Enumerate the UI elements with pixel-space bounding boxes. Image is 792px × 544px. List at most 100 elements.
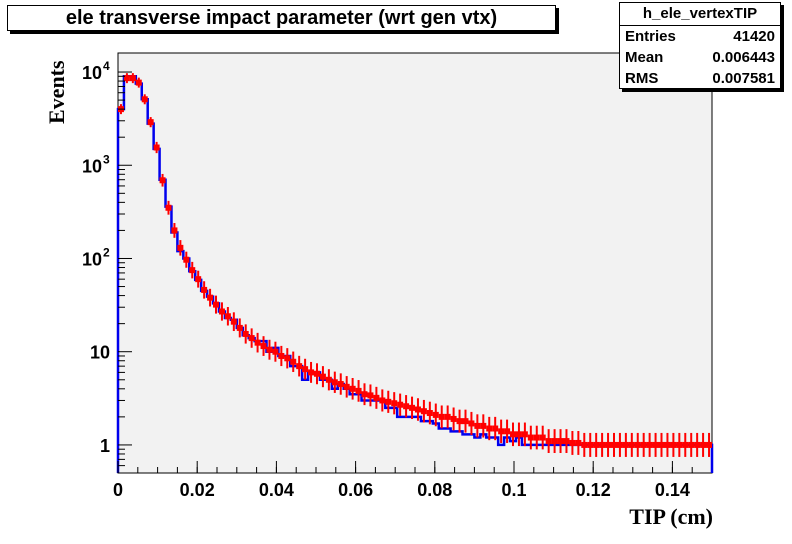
data-point — [165, 200, 172, 215]
marker — [444, 413, 451, 420]
y-tick-exponent: 4 — [103, 59, 110, 73]
marker — [510, 431, 517, 438]
data-point — [260, 336, 267, 356]
stats-label: Entries — [625, 28, 676, 45]
data-point — [539, 425, 546, 450]
stats-row-mean: Mean 0.006443 — [620, 47, 780, 68]
data-point — [213, 295, 220, 314]
data-point — [498, 419, 505, 444]
data-point — [296, 355, 303, 377]
marker — [688, 441, 695, 448]
data-point — [444, 405, 451, 429]
data-point — [462, 409, 469, 433]
marker — [391, 400, 398, 407]
marker — [331, 379, 338, 386]
marker — [355, 387, 362, 394]
marker — [456, 418, 463, 425]
stats-value: 0.007581 — [712, 70, 775, 87]
data-point — [266, 339, 273, 360]
data-point — [123, 73, 130, 84]
marker — [545, 438, 552, 445]
data-point — [486, 416, 493, 441]
data-point — [224, 307, 231, 326]
data-point — [682, 432, 689, 457]
marker — [634, 441, 641, 448]
data-point — [456, 409, 463, 433]
stats-row-rms: RMS 0.007581 — [620, 68, 780, 89]
marker — [177, 244, 184, 251]
x-tick-label: 0.14 — [655, 480, 690, 500]
data-point — [290, 351, 297, 372]
data-point — [640, 432, 647, 457]
marker — [563, 438, 570, 445]
data-point — [616, 432, 623, 457]
data-point — [438, 405, 445, 429]
data-point — [474, 414, 481, 438]
data-point — [605, 432, 612, 457]
marker — [319, 373, 326, 380]
marker — [313, 370, 320, 377]
marker — [640, 441, 647, 448]
marker — [272, 348, 279, 355]
marker — [254, 339, 261, 346]
data-point — [343, 376, 350, 398]
marker — [498, 428, 505, 435]
marker — [230, 318, 237, 325]
data-point — [355, 380, 362, 402]
data-point — [201, 281, 208, 299]
marker — [171, 227, 178, 234]
marker — [682, 441, 689, 448]
marker — [135, 79, 142, 86]
data-point — [302, 358, 309, 380]
marker — [575, 439, 582, 446]
data-point — [622, 432, 629, 457]
data-point — [545, 429, 552, 453]
data-point — [599, 432, 606, 457]
data-point — [331, 371, 338, 393]
marker — [260, 343, 267, 350]
data-point — [337, 373, 344, 395]
data-point — [171, 223, 178, 238]
marker — [616, 441, 623, 448]
marker — [385, 398, 392, 405]
x-axis-title: TIP (cm) — [629, 504, 713, 529]
data-point — [379, 389, 386, 412]
stats-label: RMS — [625, 70, 659, 87]
data-point — [373, 386, 380, 409]
data-point — [504, 419, 511, 444]
data-point — [527, 425, 534, 450]
marker — [284, 355, 291, 362]
data-point — [676, 432, 683, 457]
data-point — [670, 432, 677, 457]
data-point — [189, 261, 196, 279]
data-point — [272, 341, 279, 362]
marker — [218, 308, 225, 315]
marker — [379, 397, 386, 404]
data-point — [420, 399, 427, 423]
marker — [409, 404, 416, 411]
marker — [551, 438, 558, 445]
marker — [622, 441, 629, 448]
data-point — [319, 366, 326, 388]
marker — [213, 301, 220, 308]
data-point — [450, 407, 457, 431]
x-tick-label: 0 — [113, 480, 123, 500]
data-point — [521, 422, 528, 447]
data-point — [159, 173, 166, 187]
data-point — [646, 432, 653, 457]
marker — [450, 415, 457, 422]
data-point — [183, 251, 190, 268]
data-point — [141, 94, 148, 105]
data-point — [610, 432, 617, 457]
marker — [438, 413, 445, 420]
y-tick-label: 10 — [82, 63, 102, 83]
data-point — [551, 429, 558, 453]
stats-value: 41420 — [733, 28, 775, 45]
data-point — [628, 432, 635, 457]
marker — [515, 431, 522, 438]
data-point — [510, 422, 517, 447]
marker — [236, 324, 243, 331]
data-point — [325, 369, 332, 391]
x-tick-label: 0.02 — [180, 480, 215, 500]
